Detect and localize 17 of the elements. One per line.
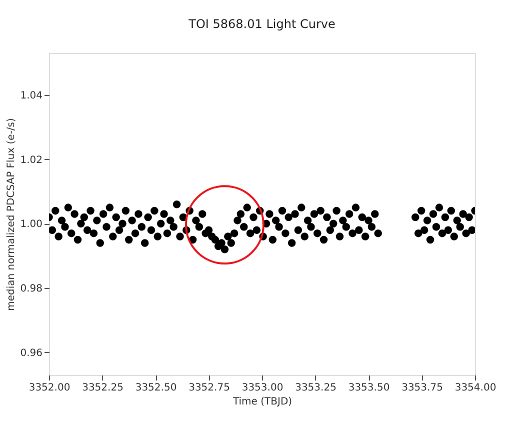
y-axis-title: median normalized PDCSAP Flux (e-/s)	[6, 118, 18, 311]
x-tick-label: 3353.50	[348, 382, 390, 394]
y-tick-label: 0.98	[20, 284, 42, 295]
y-tick-label: 0.96	[20, 348, 42, 359]
x-tick-label: 3354.00	[454, 382, 496, 394]
x-tick-label: 3353.25	[295, 382, 336, 394]
x-tick-label: 3352.00	[28, 382, 70, 394]
x-tick-label: 3353.75	[402, 382, 443, 394]
y-tick-label: 1.02	[20, 154, 42, 166]
chart-title: TOI 5868.01 Light Curve	[188, 17, 336, 31]
y-tick-label: 1.00	[20, 219, 42, 230]
y-tick-label: 1.04	[20, 90, 42, 102]
x-tick-label: 3352.25	[82, 382, 124, 394]
x-axis-title: Time (TBJD)	[232, 396, 292, 408]
x-tick-label: 3352.50	[135, 382, 177, 394]
x-tick-label: 3353.00	[242, 382, 284, 394]
x-tick-label: 3352.75	[188, 382, 230, 394]
